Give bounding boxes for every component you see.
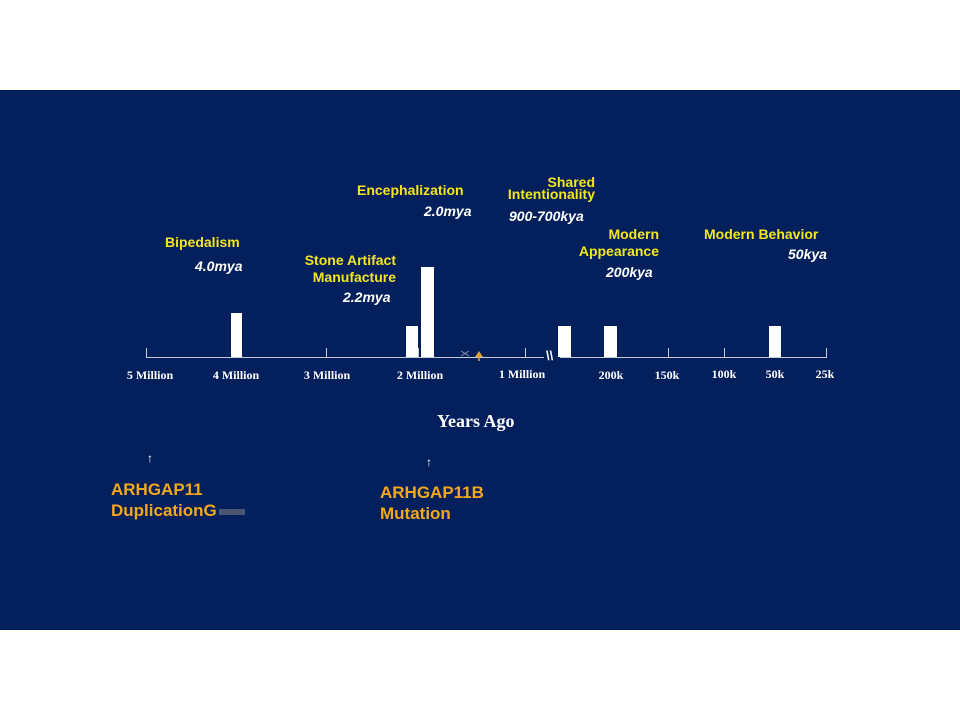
tick-2-million xyxy=(418,348,419,358)
tick-label-4-million: 4 Million xyxy=(212,368,260,382)
event-bipedalism-date: 4.0mya xyxy=(195,258,243,274)
event-shared-intentionality-line2: Intentionality xyxy=(507,186,595,202)
slide-background: 5 Million 4 Million 3 Million 2 Million … xyxy=(0,90,960,630)
tick-label-5-million: 5 Million xyxy=(126,368,174,382)
arrow-up-icon: ↑ xyxy=(426,455,432,469)
event-stone-artifact-date: 2.2mya xyxy=(343,289,391,305)
bar-shared-intentionality xyxy=(558,326,571,357)
gene-arhgap11-duplication: ARHGAP11 DuplicationG xyxy=(111,479,245,521)
event-modern-behavior-date: 50kya xyxy=(788,246,827,262)
tick-1-million xyxy=(525,348,526,358)
event-encephalization-title: Encephalization xyxy=(357,182,464,198)
bar-modern-behavior xyxy=(769,326,781,357)
timeline-axis-right xyxy=(560,357,826,358)
tick-25k xyxy=(826,348,827,358)
bar-modern-appearance xyxy=(604,326,617,357)
arrow-up-icon: ↑ xyxy=(147,451,153,465)
event-shared-intentionality-date: 900-700kya xyxy=(509,208,584,224)
bar-bipedalism xyxy=(231,313,242,357)
tick-label-150k: 150k xyxy=(654,368,680,382)
tick-5-million xyxy=(146,348,147,358)
tick-label-3-million: 3 Million xyxy=(303,368,351,382)
bar-encephalization xyxy=(421,267,434,357)
event-modern-appearance-line2: Appearance xyxy=(578,243,659,259)
tick-label-50k: 50k xyxy=(765,367,785,381)
gene-arhgap11-line1: ARHGAP11 xyxy=(111,480,203,499)
gene-arhgap11b-line2: Mutation xyxy=(380,504,451,523)
gene-arhgap11-line2: DuplicationG xyxy=(111,500,245,521)
axis-break-mark: \\ xyxy=(546,348,554,363)
event-stone-artifact-line2: Manufacture xyxy=(312,269,396,285)
event-shared-intentionality-line1: Shared xyxy=(547,174,595,190)
event-encephalization-date: 2.0mya xyxy=(424,203,472,219)
tick-label-200k: 200k xyxy=(598,368,624,382)
gene-arhgap11b-line1: ARHGAP11B xyxy=(380,483,484,502)
tick-label-2-million: 2 Million xyxy=(396,368,444,382)
event-stone-artifact-line1: Stone Artifact xyxy=(304,252,396,268)
event-shared-intentionality-title: Shared Intentionality xyxy=(480,174,595,202)
faded-citation-mark xyxy=(218,508,245,515)
small-arrow-marker-icon xyxy=(460,350,483,361)
tick-label-1-million: 1 Million xyxy=(498,367,546,381)
tick-150k xyxy=(668,348,669,358)
timeline-axis-left xyxy=(146,357,544,358)
axis-label-years-ago: Years Ago xyxy=(437,411,515,431)
event-modern-appearance-line1: Modern xyxy=(608,226,659,242)
gene-arhgap11b-mutation: ARHGAP11B Mutation xyxy=(380,482,484,524)
tick-100k xyxy=(724,348,725,358)
tick-label-100k: 100k xyxy=(711,367,737,381)
event-modern-appearance-title: Modern Appearance xyxy=(540,226,659,260)
event-modern-behavior-title: Modern Behavior xyxy=(704,226,819,242)
tick-label-25k: 25k xyxy=(815,367,835,381)
event-modern-appearance-date: 200kya xyxy=(606,264,653,280)
event-bipedalism-title: Bipedalism xyxy=(165,234,240,250)
bar-stone-artifact xyxy=(406,326,418,357)
event-stone-artifact-title: Stone Artifact Manufacture xyxy=(280,252,396,286)
tick-3-million xyxy=(326,348,327,358)
